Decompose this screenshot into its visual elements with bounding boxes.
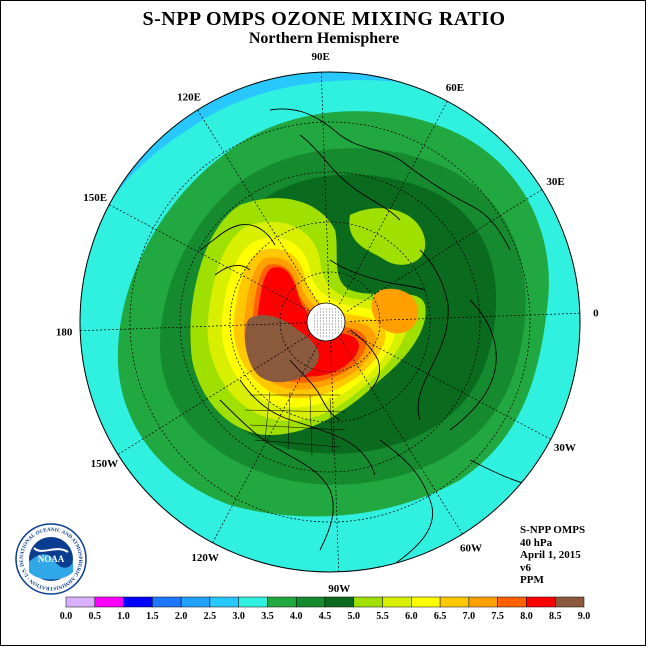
- longitude-label: 30E: [546, 176, 564, 188]
- colorbar-swatch: [267, 596, 297, 608]
- info-panel: S-NPP OMPS 40 hPa April 1, 2015 v6 PPM: [520, 524, 585, 587]
- colorbar-swatch: [382, 596, 412, 608]
- longitude-label: 30W: [554, 442, 576, 454]
- longitude-label: 90W: [328, 583, 350, 595]
- map-title: S-NPP OMPS OZONE MIXING RATIO: [142, 8, 506, 30]
- colorbar-tick-label: 6.5: [434, 611, 447, 622]
- longitude-labels: 90E 60E 30E 0 30W 60W 90W 120W 150W 180 150E 120E: [56, 51, 599, 595]
- logo-text: NOAA: [38, 554, 65, 564]
- colorbar-tick-label: 3.0: [232, 611, 245, 622]
- colorbar-swatch: [295, 596, 326, 608]
- longitude-label: 90E: [312, 51, 330, 63]
- latitude-circle: [229, 221, 431, 423]
- latitude-circle: [179, 171, 481, 473]
- colorbar-swatch: [152, 596, 182, 608]
- longitude-label: 60W: [460, 543, 482, 555]
- state-boundaries: [244, 391, 346, 456]
- colorbar-swatch: [497, 596, 527, 608]
- longitude-label: 120W: [191, 552, 219, 564]
- longitude-label: 180: [56, 326, 73, 338]
- pole-stipple: [314, 308, 342, 337]
- colorbar-swatch: [526, 596, 556, 608]
- latitude-circle: [279, 271, 381, 373]
- info-level: 40 hPa: [520, 536, 553, 549]
- info-units: PPM: [520, 574, 544, 586]
- info-version: v6: [520, 561, 531, 574]
- colorbar-tick-label: 0.5: [89, 611, 102, 622]
- colorbar-tick-label: 3.5: [261, 611, 274, 622]
- colorbar-tick-label: 2.5: [204, 611, 217, 622]
- colorbar-tick-label: 4.5: [319, 611, 332, 622]
- colorbar-swatch: [411, 596, 441, 608]
- colorbar-tick-label: 7.0: [463, 611, 476, 622]
- colorbar-swatch: [353, 596, 383, 608]
- info-date: April 1, 2015: [520, 549, 581, 561]
- colorbar-swatch: [554, 596, 585, 608]
- colorbar-tick-label: 8.0: [520, 611, 533, 622]
- longitude-label: 150W: [91, 458, 119, 470]
- colorbar-tick-label: 4.0: [290, 611, 303, 622]
- noaa-logo: NATIONAL OCEANIC AND ATMOSPHERIC ADMINIS…: [14, 522, 87, 595]
- map-subtitle: Northern Hemisphere: [248, 30, 400, 47]
- band-8-5-b: [371, 288, 419, 334]
- band-9-0: [244, 315, 319, 383]
- colorbar-tick-label: 7.5: [491, 611, 504, 622]
- colorbar-tick-label: 1.0: [117, 611, 130, 622]
- colorbar-swatch: [439, 596, 470, 608]
- colorbar: 0.0 0.5 1.0 1.5 2.0 2.5 3.0 3.5 4.0 4.5 5.0 5.5 6.0 6…: [60, 596, 591, 622]
- longitude-label: 120E: [177, 91, 201, 103]
- colorbar-swatch: [180, 596, 211, 608]
- colorbar-tick-label: 1.5: [146, 611, 159, 622]
- colorbar-tick-label: 0.0: [60, 611, 73, 622]
- colorbar-tick-label: 9.0: [578, 611, 591, 622]
- colorbar-tick-label: 8.5: [549, 611, 562, 622]
- pole-no-data: [306, 302, 346, 342]
- longitude-label: 60E: [446, 82, 464, 94]
- colorbar-swatch: [468, 596, 498, 608]
- colorbar-tick-label: 5.0: [348, 611, 361, 622]
- colorbar-swatch: [94, 596, 124, 608]
- colorbar-tick-label: 6.0: [405, 611, 418, 622]
- longitude-label: 150E: [83, 192, 107, 204]
- colorbar-swatch: [324, 596, 355, 608]
- colorbar-swatch: [238, 596, 268, 608]
- colorbar-tick-label: 2.0: [175, 611, 188, 622]
- colorbar-tick-label: 5.5: [376, 611, 389, 622]
- graticule: [80, 72, 580, 572]
- info-instrument: S-NPP OMPS: [520, 524, 586, 536]
- longitude-label: 0: [593, 308, 599, 320]
- map-outline: [79, 71, 581, 573]
- colorbar-swatch: [123, 596, 153, 608]
- latitude-circle: [129, 121, 531, 523]
- colorbar-swatch: [209, 596, 239, 608]
- colorbar-swatch: [65, 596, 96, 608]
